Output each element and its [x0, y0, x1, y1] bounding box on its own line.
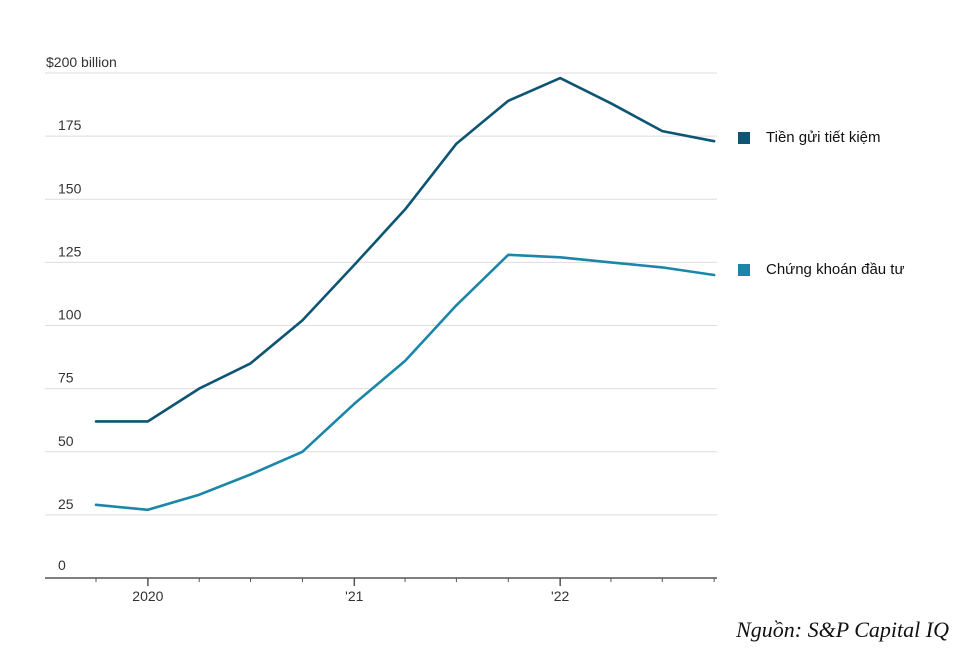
legend-label-savings: Tiền gửi tiết kiệm	[766, 129, 881, 146]
y-tick-label: 50	[58, 433, 74, 449]
x-axis-tick-marks	[95, 578, 715, 586]
series-line-savings	[94, 76, 716, 423]
y-tick-label: 150	[58, 180, 82, 196]
legend-item-savings: Tiền gửi tiết kiệm	[738, 129, 881, 146]
series-lines	[94, 76, 716, 512]
x-tick-label: '22	[551, 588, 569, 604]
y-tick-label: $200 billion	[46, 54, 117, 70]
x-tick-label: 2020	[132, 588, 163, 604]
gridlines	[45, 72, 717, 516]
y-tick-label: 125	[58, 243, 82, 259]
legend-swatch-securities	[738, 263, 750, 276]
y-tick-label: 175	[58, 117, 82, 133]
series-line-securities	[94, 253, 716, 512]
y-tick-label: 25	[58, 496, 74, 512]
legend-item-securities: Chứng khoán đầu tư	[738, 261, 905, 278]
legend-swatch-savings	[738, 131, 750, 144]
y-tick-label: 75	[58, 370, 74, 386]
source-note: Nguồn: S&P Capital IQ	[736, 617, 949, 642]
y-axis-ticks: $200 billion 175 150 125 100 75 50 25 0	[46, 54, 117, 573]
x-axis-ticks: 2020 '21 '22	[132, 588, 569, 604]
y-tick-label: 100	[58, 307, 82, 323]
legend-label-securities: Chứng khoán đầu tư	[766, 261, 905, 278]
x-tick-label: '21	[345, 588, 363, 604]
y-tick-label: 0	[58, 557, 66, 573]
